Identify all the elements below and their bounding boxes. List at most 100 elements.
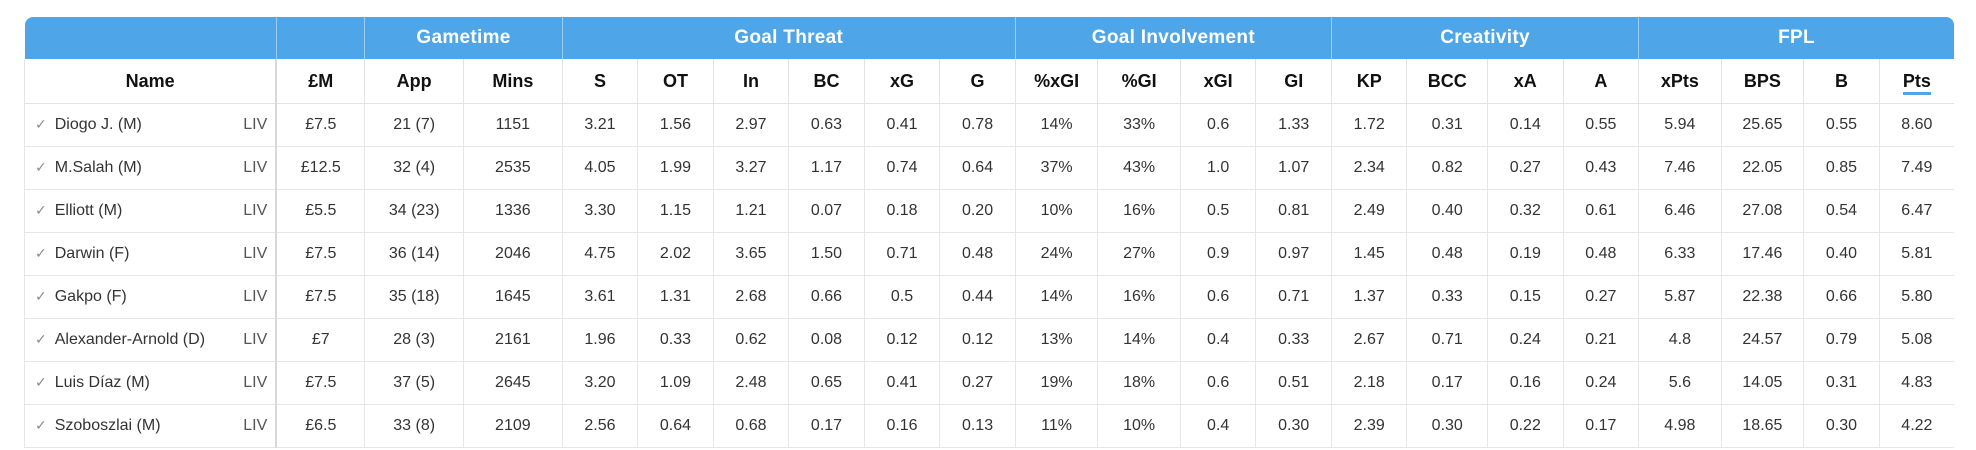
column-header-label: GI <box>1284 70 1304 91</box>
player-name-cell[interactable]: ✓ Szoboszlai (M) LIV <box>24 404 277 448</box>
stat-cell: 22.38 <box>1720 275 1804 319</box>
stat-cell: 0.64 <box>637 404 714 448</box>
column-header-name[interactable]: Name <box>24 59 277 104</box>
stat-cell: 2.02 <box>637 232 714 276</box>
column-header-kp[interactable]: KP <box>1330 59 1407 104</box>
stat-cell: 4.98 <box>1638 404 1722 448</box>
table-row[interactable]: ✓ Darwin (F) LIV £7.5 36 (14) 2046 4.75 2.02 3.6… <box>24 232 1954 276</box>
check-icon[interactable]: ✓ <box>35 288 47 304</box>
stat-cell: 28 (3) <box>364 318 464 362</box>
stat-cell: 3.30 <box>561 189 638 233</box>
column-header-in[interactable]: In <box>712 59 789 104</box>
table-row[interactable]: ✓ Diogo J. (M) LIV £7.5 21 (7) 1151 3.21 1.56 2.… <box>24 103 1954 147</box>
stat-cell: 16% <box>1097 275 1181 319</box>
stat-cell: 0.30 <box>1255 404 1332 448</box>
check-icon[interactable]: ✓ <box>35 159 47 175</box>
player-name-cell[interactable]: ✓ Elliott (M) LIV <box>24 189 277 233</box>
table-row[interactable]: ✓ Alexander-Arnold (D) LIV £7 28 (3) 2161 1.96… <box>24 318 1954 362</box>
stat-cell: 0.12 <box>939 318 1016 362</box>
column-header-label: xA <box>1513 70 1537 91</box>
check-icon[interactable]: ✓ <box>35 417 47 433</box>
stat-cell: 2.48 <box>712 361 789 405</box>
stat-cell: 14% <box>1014 103 1098 147</box>
stat-cell: 0.64 <box>939 146 1016 190</box>
stat-cell: 0.51 <box>1255 361 1332 405</box>
column-header-label: Name <box>125 70 175 91</box>
stat-cell: 0.9 <box>1179 232 1256 276</box>
column-header-label: xPts <box>1660 70 1699 91</box>
stat-cell: 27.08 <box>1720 189 1804 233</box>
column-header-pct-gi[interactable]: %GI <box>1097 59 1181 104</box>
column-header-pct-xgi[interactable]: %xGI <box>1014 59 1098 104</box>
check-icon[interactable]: ✓ <box>35 116 47 132</box>
stat-cell: £7 <box>275 318 365 362</box>
column-header-xa[interactable]: xA <box>1487 59 1564 104</box>
column-header-app[interactable]: App <box>364 59 464 104</box>
stat-cell: 14% <box>1014 275 1098 319</box>
check-icon[interactable]: ✓ <box>35 202 47 218</box>
player-name-cell[interactable]: ✓ Alexander-Arnold (D) LIV <box>24 318 277 362</box>
column-header-bps[interactable]: BPS <box>1720 59 1804 104</box>
column-header-ot[interactable]: OT <box>637 59 714 104</box>
column-header-mins[interactable]: Mins <box>463 59 563 104</box>
player-name-cell[interactable]: ✓ Darwin (F) LIV <box>24 232 277 276</box>
column-header-a[interactable]: A <box>1562 59 1639 104</box>
column-header-pts[interactable]: Pts <box>1878 59 1954 104</box>
stat-cell: 2.18 <box>1330 361 1407 405</box>
team-label: LIV <box>243 202 268 219</box>
player-name: Diogo J. (M) <box>54 116 142 133</box>
column-header-g[interactable]: G <box>939 59 1016 104</box>
stat-cell: 4.8 <box>1638 318 1722 362</box>
stat-cell: 11% <box>1014 404 1098 448</box>
column-header-xpts[interactable]: xPts <box>1638 59 1722 104</box>
stat-cell: 3.20 <box>561 361 638 405</box>
stat-cell: 4.83 <box>1878 361 1954 405</box>
table-row[interactable]: ✓ Gakpo (F) LIV £7.5 35 (18) 1645 3.61 1.31 2.68… <box>24 275 1954 319</box>
column-header-bc[interactable]: BC <box>788 59 865 104</box>
column-header-s[interactable]: S <box>561 59 638 104</box>
column-header-b[interactable]: B <box>1803 59 1880 104</box>
stat-cell: £6.5 <box>275 404 365 448</box>
team-label: LIV <box>243 374 268 391</box>
stat-cell: £7.5 <box>275 232 365 276</box>
stat-cell: 0.6 <box>1179 275 1256 319</box>
player-name: Szoboszlai (M) <box>54 417 161 434</box>
stat-cell: 22.05 <box>1720 146 1804 190</box>
column-header-label: In <box>742 70 759 91</box>
team-label: LIV <box>243 245 268 262</box>
check-icon[interactable]: ✓ <box>35 331 47 347</box>
table-row[interactable]: ✓ Szoboszlai (M) LIV £6.5 33 (8) 2109 2.56 0.64… <box>24 404 1954 448</box>
column-header-xgi[interactable]: xGI <box>1179 59 1256 104</box>
check-icon[interactable]: ✓ <box>35 374 47 390</box>
column-header-xg[interactable]: xG <box>863 59 940 104</box>
column-header-gi[interactable]: GI <box>1255 59 1332 104</box>
column-header-label: xG <box>890 70 915 91</box>
table-row[interactable]: ✓ Elliott (M) LIV £5.5 34 (23) 1336 3.30 1.15 1.… <box>24 189 1954 233</box>
stat-cell: 0.62 <box>712 318 789 362</box>
stat-cell: 2.97 <box>712 103 789 147</box>
column-header-price-m[interactable]: £M <box>275 59 365 104</box>
stat-cell: 1.56 <box>637 103 714 147</box>
stat-cell: 0.33 <box>1406 275 1488 319</box>
stat-cell: £12.5 <box>275 146 365 190</box>
stat-cell: 35 (18) <box>364 275 464 319</box>
player-name-cell[interactable]: ✓ Luis Díaz (M) LIV <box>24 361 277 405</box>
table-row[interactable]: ✓ M.Salah (M) LIV £12.5 32 (4) 2535 4.05 1.99 3.… <box>24 146 1954 190</box>
stat-cell: 1.33 <box>1255 103 1332 147</box>
stat-cell: 0.27 <box>939 361 1016 405</box>
player-name-cell[interactable]: ✓ Diogo J. (M) LIV <box>24 103 277 147</box>
stat-cell: 2.39 <box>1330 404 1407 448</box>
stat-cell: 1.09 <box>637 361 714 405</box>
column-header-bcc[interactable]: BCC <box>1406 59 1488 104</box>
check-icon[interactable]: ✓ <box>35 245 47 261</box>
table-row[interactable]: ✓ Luis Díaz (M) LIV £7.5 37 (5) 2645 3.20 1.09 2… <box>24 361 1954 405</box>
stat-cell: 0.24 <box>1562 361 1639 405</box>
group-header-blank <box>275 17 365 59</box>
player-name-cell[interactable]: ✓ Gakpo (F) LIV <box>24 275 277 319</box>
stat-cell: 0.68 <box>712 404 789 448</box>
group-header-gametime: Gametime <box>364 17 563 59</box>
stat-cell: 1.99 <box>637 146 714 190</box>
team-label: LIV <box>243 288 268 305</box>
column-header-label: %GI <box>1121 70 1157 91</box>
player-name-cell[interactable]: ✓ M.Salah (M) LIV <box>24 146 277 190</box>
